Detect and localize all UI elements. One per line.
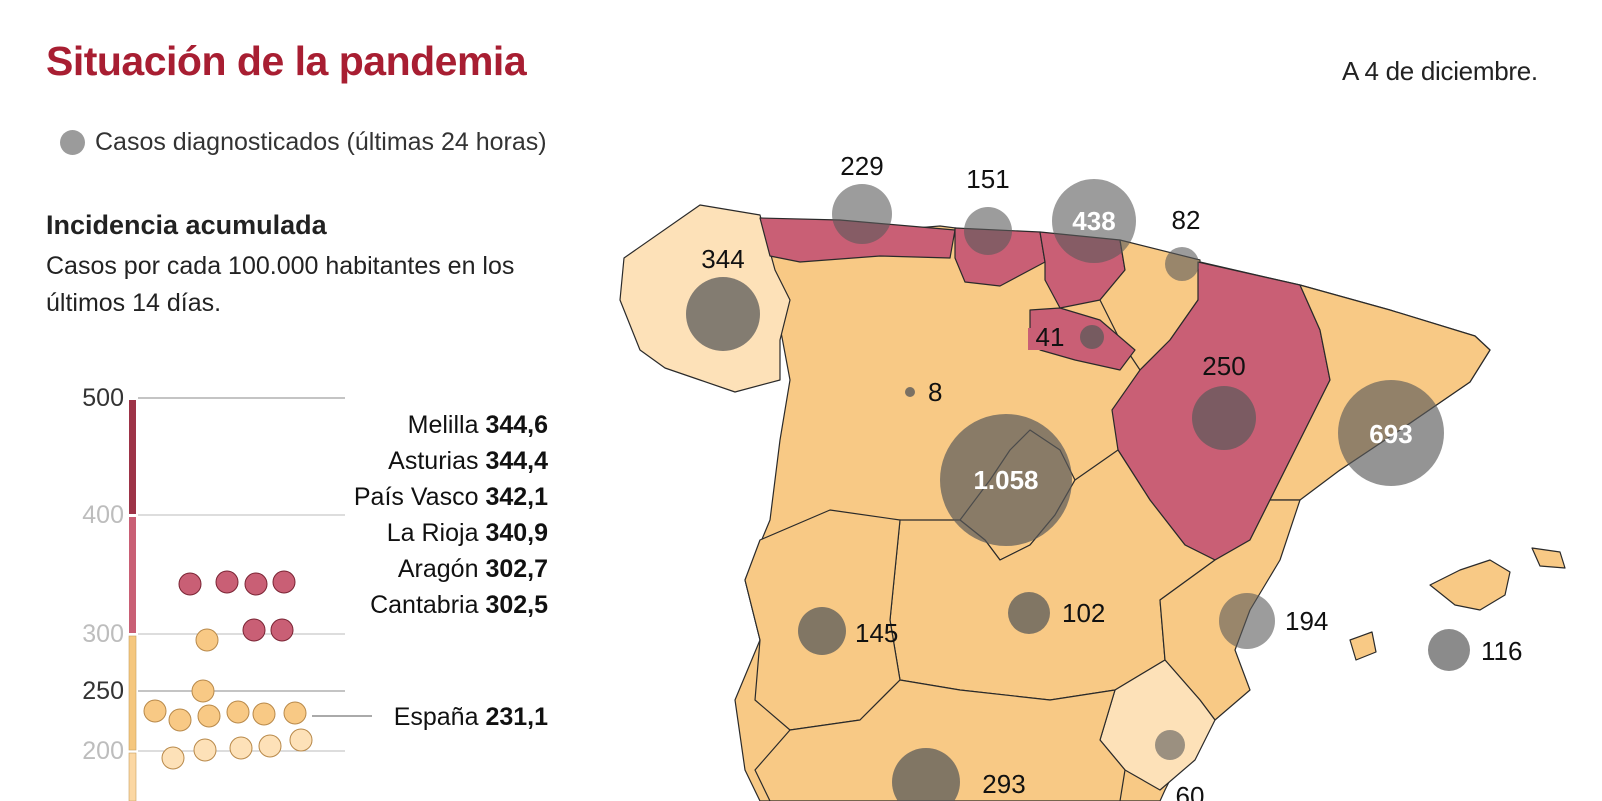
bubble-castilla-y-leon: [905, 387, 915, 397]
ranking-item: Aragón 302,7: [398, 555, 548, 583]
national-value: España 231,1: [394, 703, 548, 731]
incidence-subtitle: Casos por cada 100.000 habitantes en los…: [46, 252, 515, 317]
region-dot: [270, 618, 294, 642]
case-label-castilla-y-leon: 8: [928, 377, 942, 407]
tick-200: 200: [82, 737, 124, 765]
region-dot: [242, 618, 266, 642]
region-dot: [161, 746, 185, 770]
region-dot: [193, 738, 217, 762]
tick-300: 300: [82, 620, 124, 648]
bubble-navarra: [1165, 247, 1199, 281]
page-title: Situación de la pandemia: [46, 38, 527, 84]
region-dot: [272, 570, 296, 594]
region-dot: [178, 572, 202, 596]
island-mallorca: [1429, 559, 1511, 611]
case-label-pais-vasco: 438: [1072, 206, 1115, 236]
island-menorca: [1531, 547, 1566, 569]
case-label-andalucia: 293: [982, 769, 1025, 799]
ranking-item: La Rioja 340,9: [387, 519, 548, 547]
case-label-la-rioja: 41: [1036, 322, 1065, 352]
case-label-castilla-la-mancha: 102: [1062, 598, 1105, 628]
bubble-galicia: [686, 277, 760, 351]
bubble-valenciana: [1219, 593, 1275, 649]
incidence-scale: 500 400 300 250 200: [82, 384, 372, 801]
case-label-madrid: 1.058: [973, 465, 1038, 495]
bubble-andalucia: [892, 748, 960, 801]
scale-bar-over-400: [129, 400, 136, 514]
ranking-item: Asturias 344,4: [388, 447, 548, 475]
scale-bar-300-400: [129, 517, 136, 633]
region-dot: [168, 708, 192, 732]
case-label-murcia: 60: [1176, 781, 1205, 801]
bubble-la-rioja: [1080, 325, 1104, 349]
region-dot: [252, 702, 276, 726]
tick-500: 500: [82, 384, 124, 412]
case-labels: 344 229 151 438 82 41 8 250 693 1.058 14…: [701, 151, 1522, 801]
case-bubbles: [686, 179, 1470, 801]
case-label-navarra: 82: [1172, 205, 1201, 235]
region-dot: [191, 679, 215, 703]
case-label-aragon: 250: [1202, 351, 1245, 381]
bubble-aragon: [1192, 386, 1256, 450]
case-label-cataluna: 693: [1369, 419, 1412, 449]
region-dot: [244, 572, 268, 596]
bubble-madrid: [940, 414, 1072, 546]
tick-400: 400: [82, 501, 124, 529]
region-dot: [283, 701, 307, 725]
legend-label: Casos diagnosticados (últimas 24 horas): [95, 128, 547, 156]
ranking-item: Melilla 344,6: [408, 411, 548, 439]
region-dot: [226, 700, 250, 724]
bubble-cantabria: [964, 207, 1012, 255]
region-dot: [229, 736, 253, 760]
case-label-cantabria: 151: [966, 164, 1009, 194]
region-dot: [258, 734, 282, 758]
legend: Casos diagnosticados (últimas 24 horas): [60, 128, 547, 157]
region-dot: [197, 704, 221, 728]
region-andalucia: [754, 679, 1126, 801]
incidence-title: Incidencia acumulada: [46, 210, 327, 240]
region-dot: [289, 728, 313, 752]
island-ibiza: [1349, 631, 1377, 661]
tick-250: 250: [82, 677, 124, 705]
bubble-cataluna: [1338, 380, 1444, 486]
bubble-castilla-la-mancha: [1008, 592, 1050, 634]
region-dot: [215, 570, 239, 594]
case-label-extremadura: 145: [855, 618, 898, 648]
bubble-murcia: [1155, 730, 1185, 760]
legend-bubble-icon: [60, 130, 85, 155]
bubble-extremadura: [798, 607, 846, 655]
case-label-asturias: 229: [840, 151, 883, 181]
region-dot: [195, 628, 219, 652]
scale-bar-250-300: [128, 635, 137, 751]
ranking-item: País Vasco 342,1: [354, 483, 548, 511]
bubble-baleares: [1428, 629, 1470, 671]
ranking-item: Cantabria 302,5: [370, 591, 548, 619]
case-label-baleares: 116: [1481, 636, 1522, 666]
date-label: A 4 de diciembre.: [1342, 56, 1538, 86]
scale-bar-200-250: [128, 752, 137, 801]
rioja-marker: [1028, 328, 1050, 350]
case-label-valenciana: 194: [1285, 606, 1328, 636]
case-label-galicia: 344: [701, 244, 744, 274]
region-dot: [143, 699, 167, 723]
bubble-pais-vasco: [1052, 179, 1136, 263]
incidence-ranking: Melilla 344,6 Asturias 344,4 País Vasco …: [354, 411, 548, 731]
spain-map: [619, 204, 1566, 801]
bubble-asturias: [832, 184, 892, 244]
